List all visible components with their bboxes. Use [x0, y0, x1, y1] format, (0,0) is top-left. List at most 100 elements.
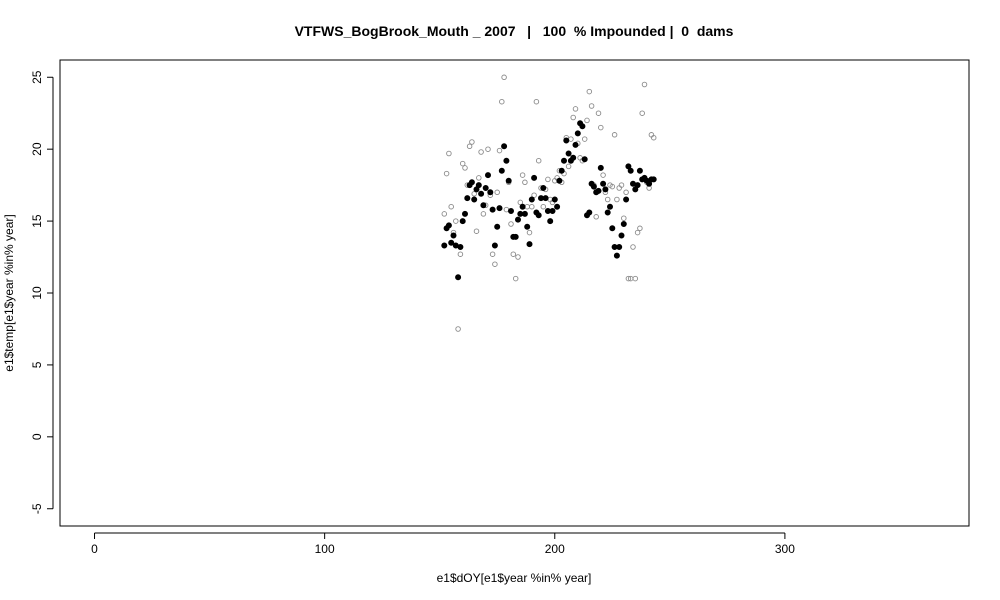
filled-data-point — [542, 195, 549, 202]
open-data-point — [526, 229, 533, 236]
filled-data-point — [528, 196, 535, 203]
x-axis: 0 100 200 300 — [91, 532, 795, 556]
open-data-point — [529, 203, 535, 210]
filled-data-point — [496, 205, 503, 212]
filled-data-point — [549, 207, 556, 214]
open-data-point — [446, 150, 452, 157]
open-data-point — [462, 165, 468, 171]
filled-data-point — [484, 172, 491, 179]
open-data-point — [476, 175, 482, 181]
filled-data-point — [620, 220, 627, 227]
filled-data-point — [581, 156, 588, 163]
filled-data-point — [602, 186, 609, 193]
filled-data-point — [512, 233, 519, 240]
open-data-point — [634, 229, 641, 236]
open-data-point — [455, 326, 461, 332]
filled-data-point — [616, 243, 623, 250]
filled-data-point — [561, 157, 568, 164]
open-data-point — [588, 103, 595, 109]
filled-data-point — [494, 223, 501, 230]
open-data-point — [545, 176, 551, 183]
filled-data-point — [650, 176, 657, 183]
open-data-point — [471, 191, 477, 197]
open-data-point — [489, 251, 496, 257]
filled-data-point — [459, 218, 466, 225]
x-tick-label: 0 — [91, 542, 98, 556]
open-data-point — [565, 163, 572, 170]
open-data-point — [457, 251, 464, 257]
open-data-point — [595, 110, 602, 116]
open-data-point — [614, 196, 620, 203]
filled-data-point — [450, 232, 457, 239]
open-data-point — [570, 114, 576, 121]
filled-data-point — [554, 203, 561, 210]
y-axis-label: e1$temp[e1$year %in% year] — [2, 214, 16, 371]
filled-data-point — [505, 177, 512, 184]
filled-data-point — [519, 203, 526, 210]
open-data-point — [469, 139, 475, 145]
filled-data-point — [574, 130, 581, 137]
open-data-point — [443, 170, 450, 177]
open-data-point — [501, 74, 507, 81]
open-data-point — [584, 117, 590, 124]
y-tick-label: 15 — [30, 214, 44, 228]
filled-data-point — [524, 223, 531, 230]
filled-data-point — [526, 241, 533, 248]
open-data-point — [496, 147, 503, 154]
open-data-point — [593, 214, 599, 220]
open-data-point — [492, 261, 498, 267]
filled-data-point — [597, 164, 604, 171]
filled-data-point — [457, 243, 464, 250]
chart-title: VTFWS_BogBrook_Mouth _ 2007 | 100 % Impo… — [295, 23, 734, 39]
filled-data-point — [551, 196, 558, 203]
filled-data-point — [565, 150, 572, 157]
open-data-point — [519, 172, 526, 178]
open-data-point — [598, 124, 604, 131]
filled-data-point — [487, 189, 494, 196]
y-tick-label: 25 — [30, 70, 44, 84]
filled-data-point — [613, 252, 620, 259]
filled-data-point — [604, 209, 611, 216]
open-data-point — [522, 179, 528, 186]
filled-data-point — [515, 216, 522, 223]
filled-data-point — [600, 180, 607, 187]
filled-data-point — [563, 137, 570, 144]
filled-data-point — [535, 212, 542, 219]
open-data-point — [517, 199, 524, 206]
open-data-point — [531, 192, 537, 198]
x-tick-label: 100 — [315, 542, 335, 556]
y-tick-label: 5 — [30, 361, 44, 368]
open-data-point — [609, 183, 616, 190]
open-data-point — [448, 203, 454, 210]
open-data-point — [600, 172, 606, 178]
y-axis: -5 0 5 10 15 20 25 — [30, 70, 54, 514]
open-data-point — [632, 275, 639, 282]
open-data-point — [581, 136, 588, 142]
filled-data-point — [609, 225, 616, 232]
filled-data-point — [468, 179, 475, 186]
filled-data-point — [590, 183, 597, 190]
filled-data-point — [501, 143, 508, 150]
open-data-point — [639, 110, 645, 116]
filled-data-point — [623, 196, 630, 203]
open-data-point — [611, 132, 618, 138]
open-data-point — [586, 88, 593, 95]
filled-data-point — [556, 177, 563, 184]
filled-data-point — [491, 242, 498, 249]
open-data-point — [441, 211, 448, 217]
filled-data-point — [445, 222, 452, 229]
filled-data-point — [503, 157, 510, 164]
open-data-point — [621, 215, 627, 221]
filled-data-point — [478, 190, 485, 197]
open-data-point — [533, 98, 540, 105]
open-data-point — [604, 196, 611, 203]
open-data-point — [623, 189, 629, 196]
open-data-point — [494, 189, 500, 196]
open-data-point — [459, 160, 466, 167]
filled-data-point — [464, 195, 471, 202]
filled-data-point — [482, 184, 489, 191]
plot-area-border — [59, 59, 970, 527]
filled-data-point — [595, 187, 602, 194]
open-data-point — [499, 98, 505, 105]
filled-data-point — [634, 182, 641, 189]
